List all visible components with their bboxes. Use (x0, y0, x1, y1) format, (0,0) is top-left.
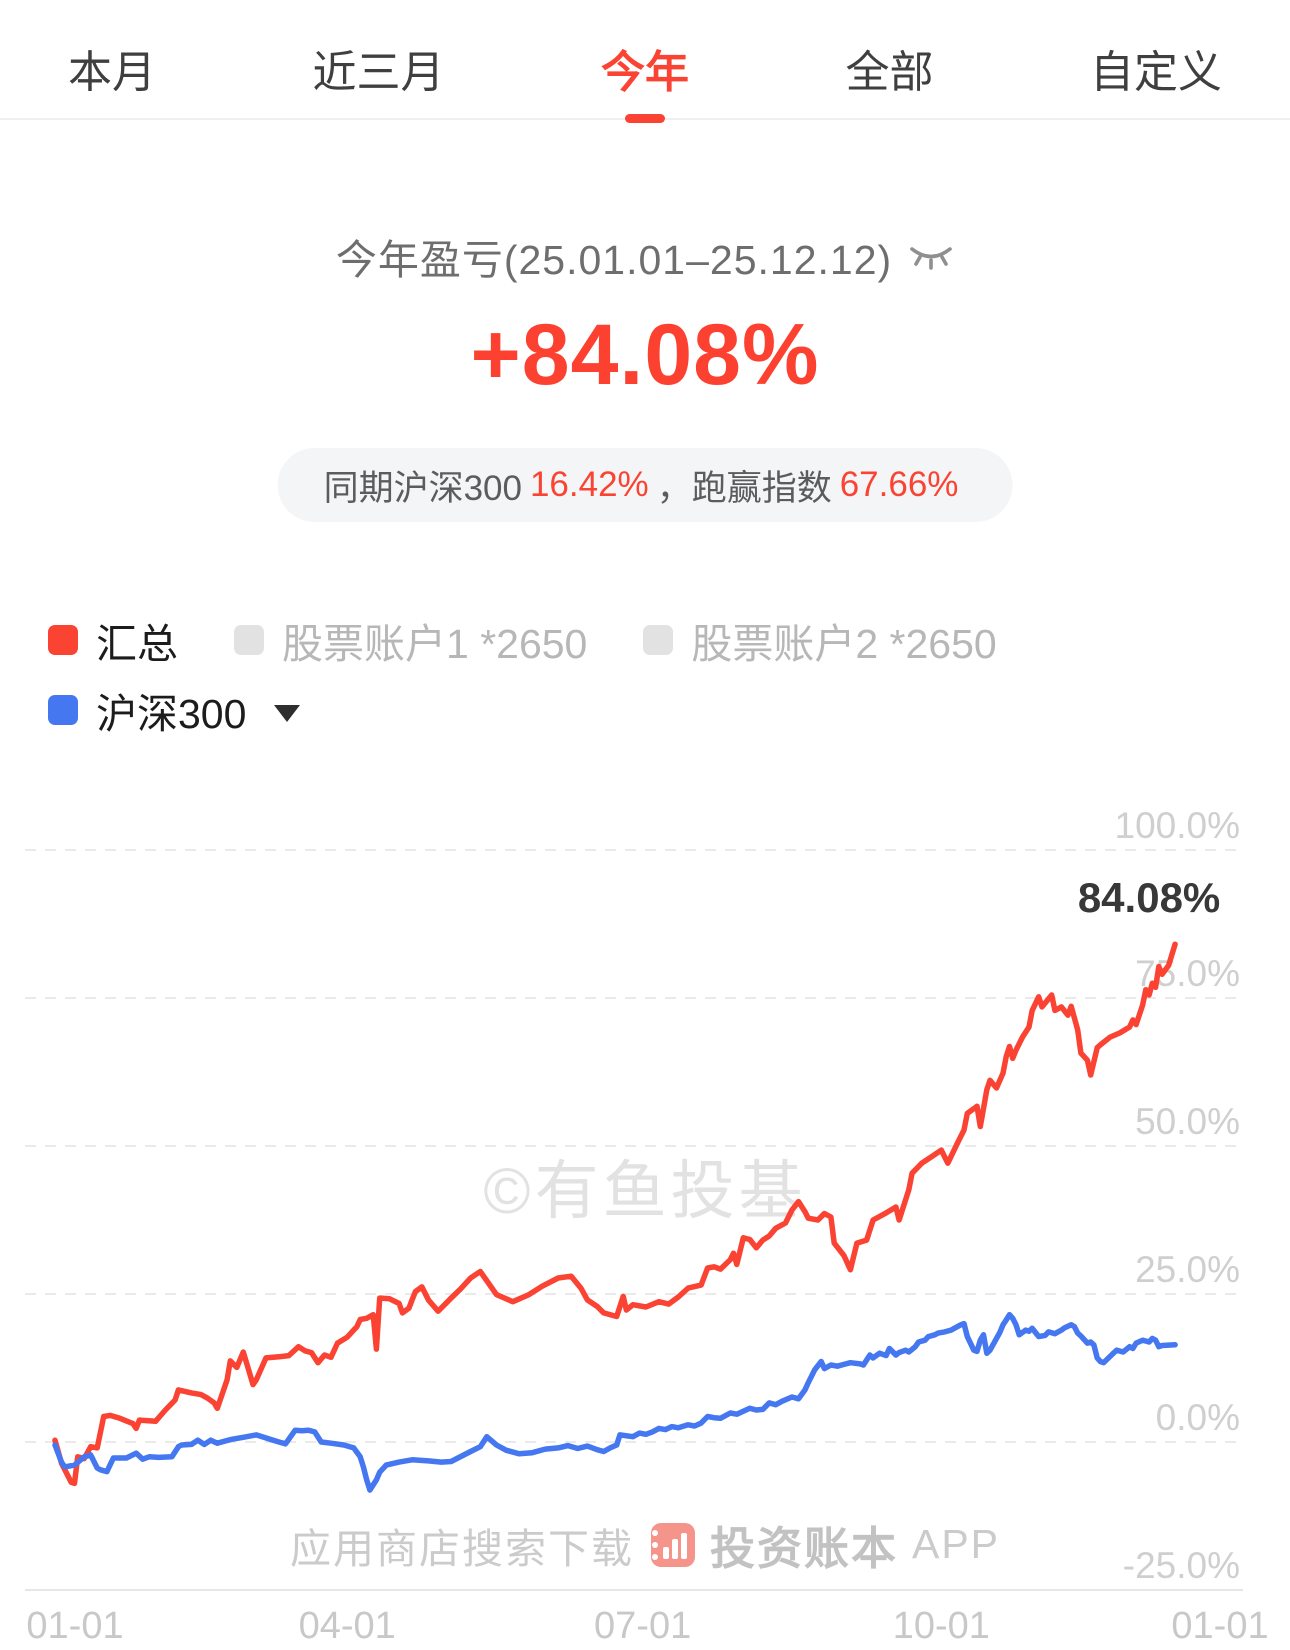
tab-this-year[interactable]: 今年 (601, 0, 689, 123)
y-axis-label: 50.0% (1135, 1101, 1240, 1142)
benchmark-value: 16.42% (529, 465, 649, 504)
tab-label: 全部 (845, 48, 934, 97)
x-axis-label: 01-01 (26, 1605, 123, 1647)
footer-text-left: 应用商店搜索下载 (289, 1525, 634, 1572)
legend-label: 沪深300 (96, 691, 247, 737)
legend-item-summary[interactable]: 汇总 (48, 610, 178, 670)
footer-app-name: 投资账本 (709, 1523, 898, 1574)
page-title: 今年盈亏(25.01.01–25.12.12) (335, 237, 893, 283)
y-axis-label: 100.0% (1115, 805, 1241, 846)
center-watermark: ©有鱼投基 (483, 1155, 807, 1227)
series-line-hs300 (52, 1311, 1178, 1493)
benchmark-prefix: 同期沪深300 (323, 468, 522, 508)
x-axis-label: 10-01 (893, 1605, 990, 1647)
x-axis-label: 04-01 (299, 1605, 396, 1647)
x-axis-label: 01-01 (1171, 1605, 1268, 1647)
footer-watermark: 应用商店搜索下载 投资账本 APP (0, 1512, 1290, 1577)
tab-label: 近三月 (312, 48, 445, 97)
benchmark-pill: 同期沪深300 16.42% ， 跑赢指数 67.66% (277, 448, 1013, 522)
chart-title-row: 今年盈亏(25.01.01–25.12.12) (0, 226, 1290, 286)
legend-row-accounts: 汇总 股票账户1 *2650 股票账户2 *2650 (48, 610, 997, 670)
tab-label: 本月 (68, 48, 156, 97)
legend-label: 股票账户1 *2650 (282, 621, 588, 667)
legend-label: 汇总 (96, 621, 178, 667)
legend-item-hs300[interactable]: 沪深300 (48, 680, 301, 740)
tab-this-month[interactable]: 本月 (68, 0, 156, 100)
tab-all[interactable]: 全部 (846, 0, 934, 100)
x-axis-label: 07-01 (594, 1605, 691, 1647)
legend-swatch (48, 695, 78, 725)
tab-custom[interactable]: 自定义 (1090, 0, 1222, 100)
legend-swatch (48, 625, 78, 655)
tab-label: 自定义 (1090, 48, 1222, 97)
tab-last-3-months[interactable]: 近三月 (313, 0, 445, 100)
legend-item-stock-account-2[interactable]: 股票账户2 *2650 (643, 610, 997, 670)
y-axis-label: 25.0% (1135, 1249, 1240, 1290)
legend-label: 股票账户2 *2650 (691, 621, 997, 667)
legend-item-stock-account-1[interactable]: 股票账户1 *2650 (234, 610, 587, 670)
series-line-summary (52, 941, 1178, 1487)
period-tab-bar: 本月 近三月 今年 全部 自定义 (0, 0, 1290, 123)
eye-closed-icon[interactable] (908, 240, 954, 272)
legend-swatch (643, 625, 674, 655)
outperform-prefix: 跑赢指数 (691, 468, 832, 508)
y-axis-label: 0.0% (1156, 1397, 1240, 1438)
outperform-value: 67.66% (839, 465, 959, 504)
total-return-value: +84.08% (470, 307, 820, 403)
legend-swatch (234, 625, 264, 655)
series-end-label: 84.08% (1078, 874, 1220, 921)
y-axis-label: -25.0% (1123, 1545, 1240, 1586)
dropdown-arrow-icon[interactable] (274, 704, 301, 722)
legend-row-benchmark: 沪深300 (48, 680, 301, 740)
app-logo-icon (648, 1521, 696, 1569)
footer-text-right: APP (911, 1521, 1001, 1567)
separator-text: ， (656, 468, 692, 508)
active-tab-underline (625, 114, 665, 123)
tab-label: 今年 (601, 48, 689, 97)
